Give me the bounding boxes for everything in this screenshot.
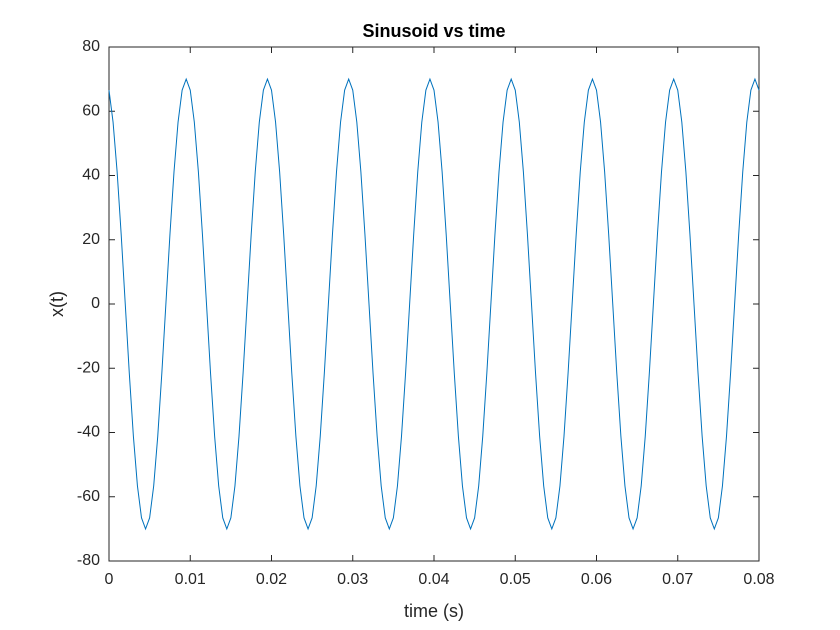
data-line — [108, 77, 760, 531]
y-tick-label: -80 — [77, 552, 100, 569]
x-tick-label: 0.02 — [256, 571, 287, 588]
y-tick-label: 60 — [82, 102, 100, 119]
y-tick-label: 80 — [82, 38, 100, 55]
y-tick-label: -20 — [77, 359, 100, 376]
x-tick-label: 0.04 — [418, 571, 449, 588]
x-tick-label: 0.07 — [662, 571, 693, 588]
y-tick-label: 40 — [82, 167, 100, 184]
x-tick-label: 0.08 — [743, 571, 774, 588]
x-tick-label: 0.06 — [581, 571, 612, 588]
x-axis-label: time (s) — [404, 601, 464, 621]
x-tick-label: 0.01 — [175, 571, 206, 588]
y-tick-label: 0 — [91, 295, 100, 312]
y-tick-label: -40 — [77, 424, 100, 441]
x-tick-label: 0.03 — [337, 571, 368, 588]
x-tick-label: 0.05 — [500, 571, 531, 588]
chart-title: Sinusoid vs time — [362, 21, 505, 41]
y-axis-label: x(t) — [47, 291, 67, 317]
y-tick-label: 20 — [82, 231, 100, 248]
y-tick-label: -60 — [77, 488, 100, 505]
x-tick-label: 0 — [105, 571, 114, 588]
